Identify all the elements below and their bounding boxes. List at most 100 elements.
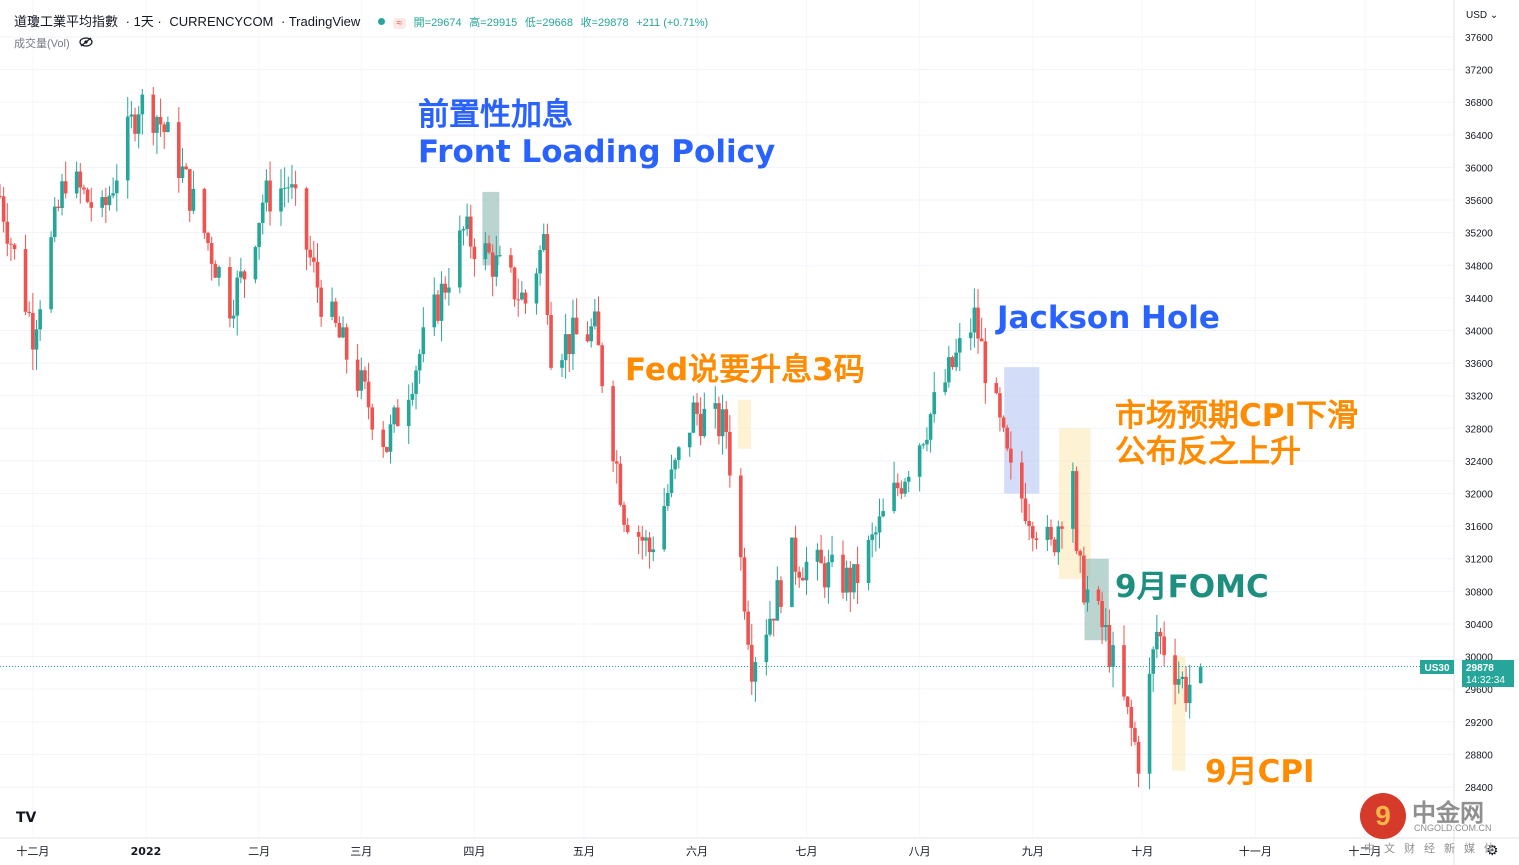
- candle-body: [235, 277, 240, 316]
- candle-body: [191, 188, 196, 211]
- low-value: 低=29668: [524, 17, 573, 29]
- candle-body: [1009, 448, 1013, 463]
- candle-body: [720, 409, 725, 437]
- candle-body: [676, 447, 681, 461]
- candle-body: [983, 341, 988, 384]
- candle-body: [89, 202, 94, 208]
- tradingview-logo-icon[interactable]: TV: [16, 810, 37, 826]
- candle-body: [1133, 727, 1137, 742]
- interval-label[interactable]: · 1天 ·: [125, 14, 162, 29]
- candle-body: [906, 476, 911, 482]
- candle-body: [793, 537, 798, 572]
- candle-body: [932, 392, 937, 415]
- candle-body: [1027, 521, 1031, 527]
- annotation-jackson-hole: Jackson Hole: [995, 300, 1220, 336]
- candle-body: [830, 554, 834, 563]
- candle-body: [640, 536, 645, 541]
- candle-body: [790, 537, 794, 607]
- time-tick-label: 九月: [1022, 845, 1044, 858]
- currency-menu[interactable]: USD ⌄: [1466, 10, 1498, 21]
- candle-body: [468, 216, 473, 247]
- candle-body: [359, 370, 364, 391]
- candle-body: [563, 334, 568, 361]
- candle-body: [695, 402, 699, 414]
- price-tick-label: 30000: [1465, 653, 1493, 664]
- chart-header: 道瓊工業平均指數 · 1天 · CURRENCYCOM · TradingVie…: [14, 11, 712, 30]
- candle-body: [60, 181, 64, 209]
- candle-body: [239, 271, 243, 278]
- candle-body: [385, 447, 389, 452]
- symbol-badge: US30: [1424, 663, 1449, 674]
- candle-body: [490, 252, 495, 277]
- candle-body: [253, 247, 258, 280]
- volume-indicator-label[interactable]: 成交量(Vol): [14, 35, 93, 51]
- symbol-name[interactable]: 道瓊工業平均指數: [14, 14, 119, 29]
- candle-body: [1096, 589, 1101, 602]
- currency-label: USD: [1466, 10, 1488, 21]
- candle-body: [337, 322, 342, 338]
- candle-body: [140, 94, 145, 115]
- candle-body: [111, 193, 115, 196]
- candle-body: [330, 301, 334, 317]
- price-tick-label: 34800: [1465, 261, 1493, 272]
- eye-off-icon[interactable]: [79, 37, 93, 50]
- candle-body: [724, 409, 729, 432]
- time-tick-label: 七月: [796, 845, 818, 858]
- candle-body: [1103, 625, 1108, 628]
- candle-body: [395, 407, 400, 427]
- candle-body: [746, 611, 750, 645]
- candle-body: [392, 407, 396, 425]
- candle-body: [895, 482, 900, 489]
- candle-body: [217, 266, 221, 278]
- candle-body: [1078, 551, 1083, 556]
- candle-body: [1082, 555, 1086, 603]
- price-tick-label: 30800: [1465, 587, 1493, 598]
- candle-body: [1, 196, 6, 222]
- watermark-site: CNGOLD.COM.CN: [1414, 823, 1492, 833]
- candle-body: [56, 206, 61, 209]
- candle-body: [523, 292, 528, 304]
- candle-body: [406, 399, 411, 427]
- volume-label: 成交量(Vol): [14, 38, 70, 50]
- price-tick-label: 32400: [1465, 457, 1493, 468]
- candle-body: [38, 309, 42, 330]
- candle-body: [465, 216, 469, 230]
- candle-body: [177, 122, 181, 179]
- candle-body: [100, 197, 104, 208]
- candle-body: [487, 243, 491, 253]
- candle-body: [622, 504, 626, 525]
- candle-body: [1158, 631, 1163, 637]
- candle-body: [545, 233, 550, 315]
- candle-body: [1001, 417, 1006, 428]
- candle-body: [742, 557, 747, 612]
- candle-body: [855, 564, 860, 584]
- candle-body: [151, 94, 156, 133]
- candle-body: [866, 540, 871, 584]
- candle-body: [304, 188, 309, 250]
- candle-body: [1136, 741, 1141, 774]
- approx-icon[interactable]: ≈: [392, 18, 407, 29]
- candle-body: [1060, 526, 1064, 529]
- candle-body: [52, 206, 57, 238]
- candle-body: [209, 243, 214, 264]
- candle-body: [202, 188, 207, 233]
- candle-body: [950, 357, 955, 368]
- candle-body: [74, 171, 79, 194]
- candle-body: [560, 360, 564, 368]
- candle-body: [520, 292, 524, 300]
- price-tick-label: 29200: [1465, 718, 1493, 729]
- candle-body: [549, 314, 553, 368]
- time-tick-label: 十二月: [16, 844, 49, 858]
- gear-icon[interactable]: ⚙: [1486, 842, 1499, 858]
- event-highlight-box: [737, 399, 752, 449]
- candle-body: [1198, 666, 1203, 684]
- candle-body: [461, 229, 466, 231]
- candle-body: [877, 516, 882, 533]
- candle-body: [63, 181, 68, 194]
- candle-body: [133, 114, 137, 134]
- candle-body: [625, 524, 630, 533]
- candle-body: [728, 431, 732, 476]
- candle-body: [698, 413, 703, 437]
- candle-body: [669, 469, 674, 493]
